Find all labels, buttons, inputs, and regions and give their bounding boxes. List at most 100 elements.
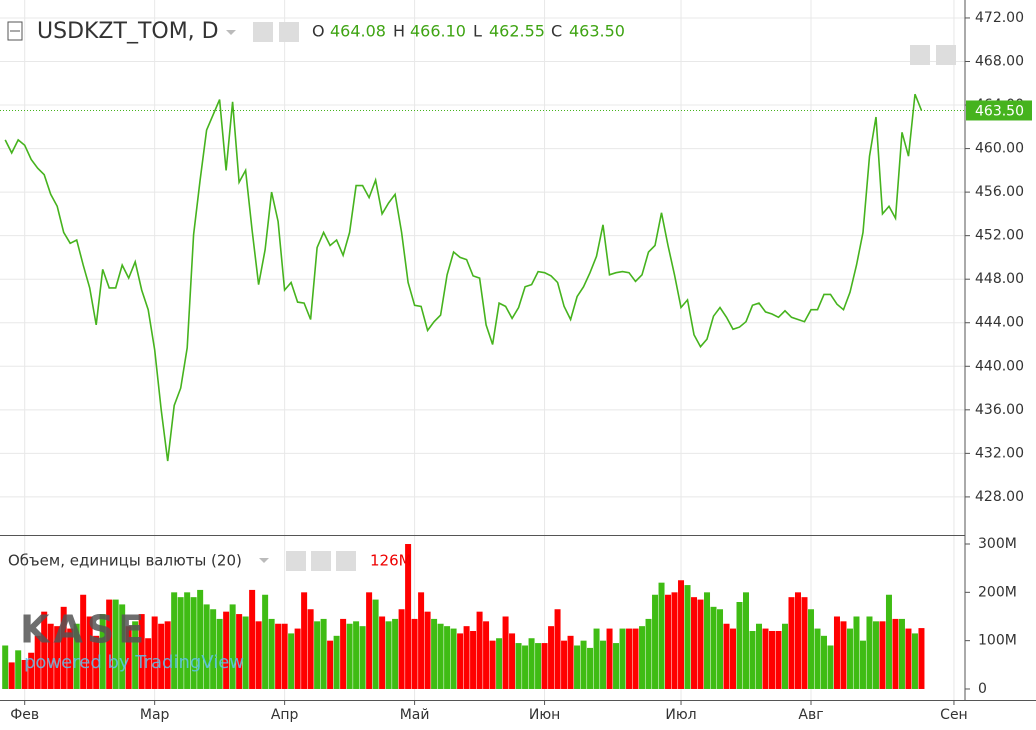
volume-bar xyxy=(496,638,503,689)
volume-bar xyxy=(457,633,464,689)
volume-bar xyxy=(236,614,243,689)
volume-bar xyxy=(704,592,711,689)
volume-bar xyxy=(580,640,587,689)
volume-bar xyxy=(801,597,808,689)
volume-bar xyxy=(21,659,28,689)
open-label: O xyxy=(312,22,325,41)
volume-last-value: 126M xyxy=(370,552,412,570)
volume-bar xyxy=(288,633,295,689)
y-tick-label: 100M xyxy=(978,633,1017,649)
volume-bar xyxy=(320,618,327,689)
volume-bar xyxy=(307,609,314,689)
x-tick-label: Июн xyxy=(529,707,560,723)
volume-bar xyxy=(392,618,399,689)
volume-bar xyxy=(775,630,782,689)
volume-bar xyxy=(736,601,743,689)
watermark-logo: KASE xyxy=(20,608,148,652)
y-tick-label: 456.00 xyxy=(975,184,1024,200)
volume-bar xyxy=(197,589,204,689)
volume-bar xyxy=(418,592,425,689)
close-label: C xyxy=(551,22,562,41)
volume-bar xyxy=(294,628,301,689)
volume-bar xyxy=(885,594,892,689)
volume-bar xyxy=(450,628,457,689)
volume-bar xyxy=(2,645,9,689)
volume-bar xyxy=(918,628,925,689)
eye-icon[interactable] xyxy=(286,551,306,571)
volume-bar xyxy=(314,621,321,689)
y-tick-label: 448.00 xyxy=(975,271,1024,287)
volume-bar xyxy=(164,621,171,689)
volume-bar xyxy=(684,585,691,689)
volume-bar xyxy=(769,630,775,689)
last-price-badge xyxy=(966,100,1032,121)
volume-bar xyxy=(859,640,866,689)
volume-bar xyxy=(717,609,724,689)
collapse-icon[interactable] xyxy=(7,21,23,41)
volume-bar xyxy=(190,597,197,689)
volume-bar xyxy=(626,628,633,689)
volume-bar xyxy=(41,611,48,689)
volume-bar xyxy=(275,623,282,689)
low-label: L xyxy=(473,22,482,41)
volume-bar xyxy=(509,633,516,689)
volume-bar xyxy=(47,623,54,689)
scroll-both-icon[interactable] xyxy=(936,45,956,65)
volume-bar xyxy=(132,621,139,689)
high-label: H xyxy=(393,22,405,41)
settings-icon[interactable] xyxy=(311,551,331,571)
volume-bar xyxy=(80,594,87,689)
volume-bar xyxy=(710,606,717,689)
symbol: USDKZT_TOM, D xyxy=(37,19,219,44)
dropdown-icon[interactable] xyxy=(259,558,269,563)
volume-bar xyxy=(431,618,438,689)
volume-bar xyxy=(671,592,678,689)
grid xyxy=(0,0,965,700)
volume-bar xyxy=(756,623,763,689)
y-tick-label: 468.00 xyxy=(975,54,1024,70)
scroll-down-icon[interactable] xyxy=(910,45,930,65)
volume-bar xyxy=(632,628,639,689)
volume-bar xyxy=(794,592,801,689)
volume-bar xyxy=(892,618,899,689)
volume-bar xyxy=(34,635,41,689)
volume-bar xyxy=(652,594,659,689)
volume-bar xyxy=(678,580,685,689)
y-tick-label: 428.00 xyxy=(975,489,1024,505)
volume-bar xyxy=(8,662,15,689)
volume-bar xyxy=(730,628,737,689)
volume-bar xyxy=(125,626,132,689)
eye-icon[interactable] xyxy=(253,22,273,42)
dropdown-icon[interactable] xyxy=(226,30,236,35)
volume-bar xyxy=(606,628,613,689)
volume-bar xyxy=(268,618,275,689)
volume-bar xyxy=(346,623,353,689)
volume-legend: Объем, единицы валюты (20) 126M xyxy=(8,551,412,571)
y-tick-label: 472.00 xyxy=(975,10,1024,26)
volume-bar xyxy=(476,611,483,689)
settings-icon[interactable] xyxy=(279,22,299,42)
y-tick-label: 200M xyxy=(978,584,1017,600)
close-value: 463.50 xyxy=(569,22,625,41)
legend: USDKZT_TOM, D O 464.08 H 466.10 L 462.55… xyxy=(7,19,625,44)
volume-bar xyxy=(372,599,379,689)
watermark-text: powered by TradingView xyxy=(24,652,244,673)
volume-bar xyxy=(561,640,568,689)
volume-title: Объем, единицы валюты (20) xyxy=(8,552,242,570)
volume-bar xyxy=(359,626,366,689)
high-value: 466.10 xyxy=(410,22,466,41)
volume-bar xyxy=(210,609,217,689)
volume-bar xyxy=(528,638,535,689)
low-value: 462.55 xyxy=(489,22,545,41)
volume-bar xyxy=(781,623,788,689)
close-icon[interactable] xyxy=(336,551,356,571)
volume-bar xyxy=(866,616,873,689)
volume-bar xyxy=(353,621,360,689)
volume-bar xyxy=(385,621,392,689)
volume-bar xyxy=(814,628,821,689)
volume-bar xyxy=(639,626,646,689)
volume-bar xyxy=(905,628,912,689)
volume-bar xyxy=(483,621,490,689)
volume-bar xyxy=(151,616,158,689)
volume-bar xyxy=(158,623,165,689)
